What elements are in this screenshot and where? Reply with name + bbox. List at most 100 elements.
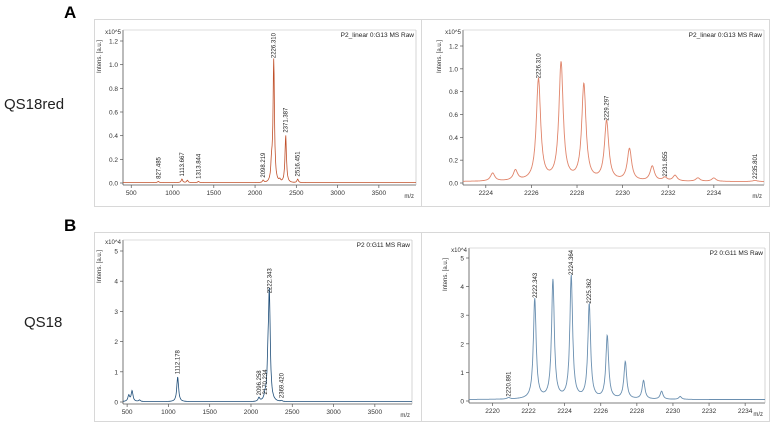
x-axis-label: m/z	[400, 413, 410, 419]
peak-label: 827.485	[156, 156, 162, 178]
y-tick-label: 1.2	[449, 44, 458, 51]
x-tick-label: 1000	[161, 409, 176, 416]
x-tick-label: 3000	[330, 190, 345, 197]
peak-label: 2226.310	[536, 53, 542, 79]
y-multiplier-label: x10^4	[451, 248, 467, 254]
y-tick-label: 0.2	[449, 158, 458, 165]
y-tick-label: 0.4	[449, 135, 458, 142]
x-tick-label: 3500	[372, 190, 387, 197]
y-multiplier-label: x10^4	[105, 240, 121, 246]
sample-label-qs18: QS18	[24, 314, 63, 331]
peak-label: 2516.451	[296, 151, 302, 177]
peak-label: 2226.310	[272, 32, 278, 58]
sample-label-qs18red: QS18red	[4, 96, 65, 113]
y-tick-label: 5	[460, 256, 464, 263]
y-tick-label: 2	[460, 341, 464, 348]
x-tick-label: 500	[126, 190, 137, 197]
y-tick-label: 0.8	[109, 86, 118, 93]
y-tick-label: 5	[114, 249, 118, 256]
x-tick-label: 2222	[521, 408, 536, 415]
y-tick-label: 3	[114, 309, 118, 316]
spectrum-panel-a-zoom	[421, 19, 770, 207]
x-tick-label: 1500	[202, 409, 217, 416]
x-tick-label: 2224	[479, 190, 494, 197]
y-tick-label: 2	[114, 339, 118, 346]
panel-label-b: B	[64, 216, 77, 235]
peak-label: 1112.178	[176, 349, 182, 374]
x-axis-label: m/z	[753, 412, 763, 418]
y-multiplier-label: x10^5	[105, 30, 121, 36]
y-multiplier-label: x10^5	[445, 30, 461, 36]
peak-label: 2229.297	[605, 95, 611, 121]
x-tick-label: 2230	[666, 408, 681, 415]
panel-label-a: A	[64, 3, 77, 22]
peak-label: 2235.801	[753, 153, 759, 179]
peak-label: 2231.855	[663, 151, 669, 177]
x-tick-label: 500	[122, 409, 133, 416]
y-axis-label: Intens. [a.u.]	[97, 40, 103, 73]
x-tick-label: 2226	[594, 408, 609, 415]
y-axis-label: Intens. [a.u.]	[437, 40, 443, 73]
y-tick-label: 0	[114, 400, 118, 407]
peak-label: 2222.343	[267, 268, 273, 294]
y-tick-label: 0	[460, 399, 464, 406]
spectrum-panel-b-full	[94, 232, 422, 422]
spectrum-title: P2 0:G11 MS Raw	[357, 242, 411, 249]
peak-label: 2220.891	[507, 371, 513, 397]
spectrum-trace	[469, 274, 765, 400]
x-tick-label: 1000	[165, 190, 180, 197]
x-tick-label: 1500	[207, 190, 222, 197]
x-tick-label: 2228	[630, 408, 645, 415]
spectrum-title: P2_linear 0:G13 MS Raw	[341, 32, 415, 39]
peak-label: 2096.258	[257, 370, 263, 396]
peak-label: 1113.667	[180, 152, 186, 177]
x-axis-label: m/z	[752, 194, 762, 200]
peak-label: 2371.387	[284, 107, 290, 133]
y-tick-label: 0.2	[109, 157, 118, 164]
x-tick-label: 2234	[707, 190, 722, 197]
x-tick-label: 2226	[524, 190, 539, 197]
spectrum-title: P2 0:G11 MS Raw	[710, 250, 764, 257]
y-axis-label: Intens. [a.u.]	[97, 250, 103, 283]
spectrum-trace	[463, 61, 764, 182]
y-tick-label: 0.0	[449, 181, 458, 188]
spectrum-title: P2_linear 0:G13 MS Raw	[689, 32, 763, 39]
y-tick-label: 0.6	[109, 110, 118, 117]
spectrum-trace	[123, 58, 416, 183]
peak-label: 2224.364	[569, 249, 575, 275]
y-tick-label: 1.2	[109, 39, 118, 46]
peak-label: 2170.234	[263, 369, 269, 395]
x-tick-label: 2232	[661, 190, 676, 197]
y-tick-label: 1	[114, 369, 118, 376]
y-tick-label: 4	[114, 279, 118, 286]
y-tick-label: 1.0	[449, 66, 458, 73]
x-tick-label: 2224	[557, 408, 572, 415]
y-tick-label: 1.0	[109, 62, 118, 69]
y-axis-label: Intens. [a.u.]	[443, 258, 449, 291]
x-tick-label: 2000	[244, 409, 259, 416]
peak-label: 1313.844	[196, 153, 202, 179]
peak-label: 2098.219	[261, 152, 267, 178]
x-tick-label: 3000	[326, 409, 341, 416]
y-tick-label: 0.8	[449, 89, 458, 96]
y-tick-label: 0.6	[449, 112, 458, 119]
peak-label: 2222.343	[533, 272, 539, 298]
x-tick-label: 2232	[702, 408, 717, 415]
x-tick-label: 2500	[285, 409, 300, 416]
x-tick-label: 2234	[738, 408, 753, 415]
y-tick-label: 1	[460, 370, 464, 377]
peak-label: 2225.362	[587, 278, 593, 304]
y-tick-label: 3	[460, 313, 464, 320]
y-tick-label: 0.4	[109, 133, 118, 140]
spectrum-trace	[123, 287, 412, 402]
x-tick-label: 2500	[289, 190, 304, 197]
peak-label: 2369.420	[279, 372, 285, 398]
x-tick-label: 2230	[615, 190, 630, 197]
x-tick-label: 2000	[248, 190, 263, 197]
x-tick-label: 2228	[570, 190, 585, 197]
x-tick-label: 3500	[368, 409, 383, 416]
y-tick-label: 0.0	[109, 181, 118, 188]
y-tick-label: 4	[460, 284, 464, 291]
x-axis-label: m/z	[404, 194, 414, 200]
